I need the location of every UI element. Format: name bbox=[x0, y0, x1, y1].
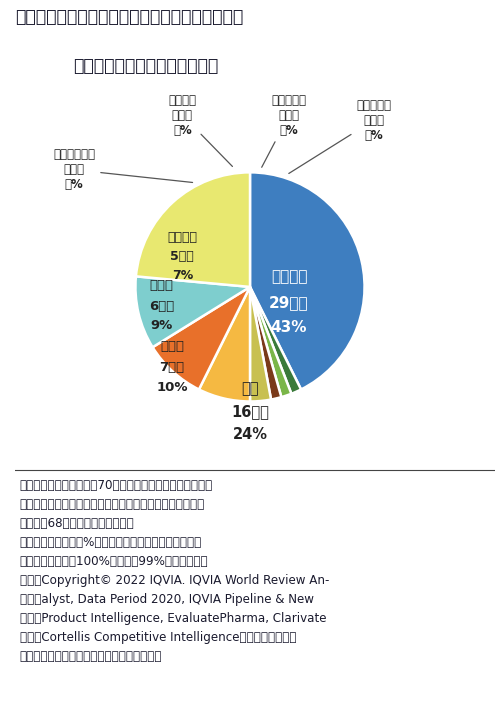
Wedge shape bbox=[136, 172, 250, 287]
Text: 図１　日本市場医薬品売上高上位品目における医: 図１ 日本市場医薬品売上高上位品目における医 bbox=[15, 8, 243, 27]
Wedge shape bbox=[152, 287, 250, 390]
Wedge shape bbox=[250, 287, 282, 400]
Text: 10%: 10% bbox=[156, 381, 188, 394]
Text: 24%: 24% bbox=[232, 426, 268, 442]
Text: 7%: 7% bbox=[172, 268, 193, 282]
Text: 薬品創出企業の国籍別医薬品数: 薬品創出企業の国籍別医薬品数 bbox=[73, 57, 219, 76]
Wedge shape bbox=[250, 172, 364, 390]
Text: 16品目: 16品目 bbox=[231, 404, 269, 419]
Text: 7品目: 7品目 bbox=[160, 361, 184, 374]
Text: デンマーク
１品目
１%: デンマーク １品目 １% bbox=[262, 93, 306, 168]
Text: スイス: スイス bbox=[150, 279, 174, 292]
Text: ノルウェー
１品目
１%: ノルウェー １品目 １% bbox=[289, 99, 391, 173]
Text: 6品目: 6品目 bbox=[149, 300, 174, 313]
Text: ベルギー
１品目
１%: ベルギー １品目 １% bbox=[168, 93, 232, 166]
Wedge shape bbox=[136, 276, 250, 347]
Text: 29品目: 29品目 bbox=[269, 295, 309, 310]
Text: 日本: 日本 bbox=[241, 381, 259, 396]
Text: ドイツ: ドイツ bbox=[160, 340, 184, 353]
Text: アメリカ: アメリカ bbox=[271, 269, 308, 284]
Text: 5品目: 5品目 bbox=[170, 250, 194, 264]
Wedge shape bbox=[250, 287, 301, 394]
Wedge shape bbox=[250, 287, 292, 397]
Text: スウェーデン
２品目
３%: スウェーデン ２品目 ３% bbox=[53, 148, 192, 191]
Text: イギリス: イギリス bbox=[168, 231, 198, 244]
Text: 9%: 9% bbox=[150, 320, 172, 332]
Text: 注１：医薬品売上高上位70品目のうち一物二名称品は１品
　　　目分のみカウントし、後発医薬品を除いた。そのた
　　　め68品目を対象としている
注２：パーセント: 注１：医薬品売上高上位70品目のうち一物二名称品は１品 目分のみカウントし、後発… bbox=[20, 479, 329, 663]
Text: 43%: 43% bbox=[271, 320, 308, 335]
Wedge shape bbox=[199, 287, 250, 402]
Wedge shape bbox=[250, 287, 271, 402]
